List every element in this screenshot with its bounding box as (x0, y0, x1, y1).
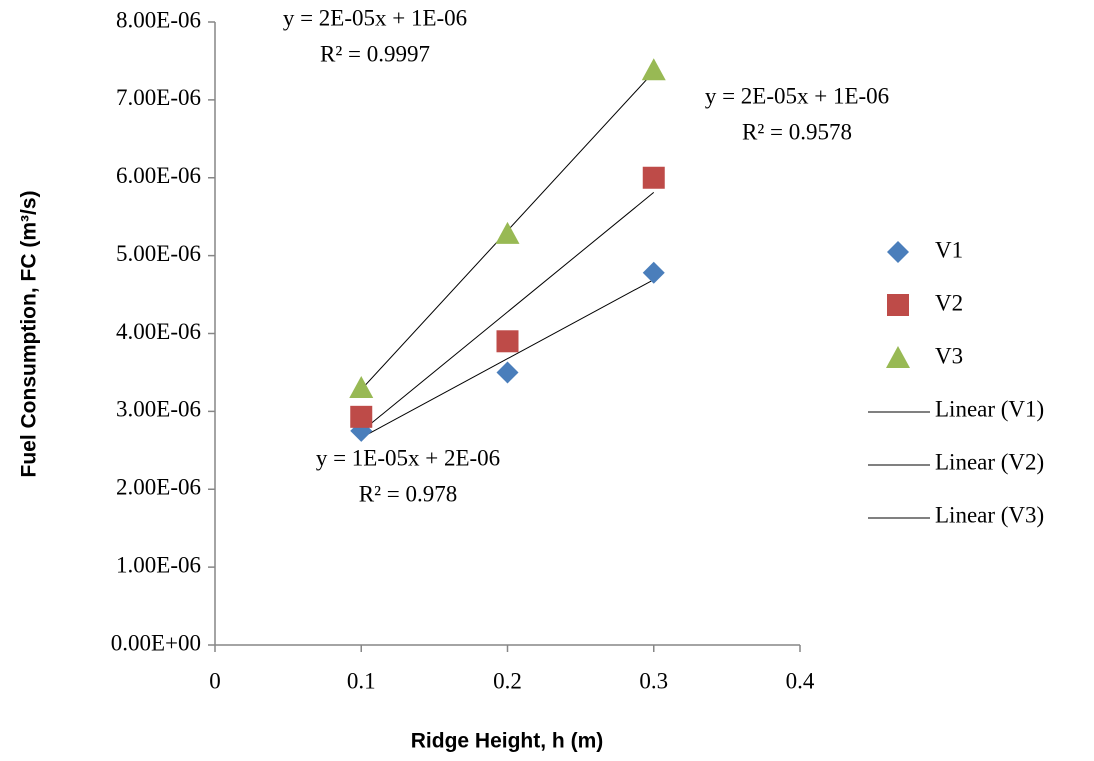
marker-diamond (496, 361, 519, 384)
y-tick-label: 2.00E-06 (116, 475, 201, 500)
trendline (360, 192, 655, 432)
y-tick-label: 0.00E+00 (111, 630, 201, 655)
y-tick-label: 3.00E-06 (116, 397, 201, 422)
y-tick-label: 1.00E-06 (116, 552, 201, 577)
y-tick-label: 8.00E-06 (116, 7, 201, 32)
trendline-equation: R² = 0.9578 (742, 119, 852, 144)
trendline-equation: y = 1E-05x + 2E-06 (316, 445, 500, 470)
marker-triangle (495, 221, 520, 244)
x-tick-label: 0.2 (493, 668, 522, 693)
trendline (361, 279, 654, 439)
x-tick-label: 0 (209, 668, 221, 693)
x-tick-label: 0.3 (639, 668, 668, 693)
legend-label: V1 (935, 237, 963, 262)
y-tick-label: 6.00E-06 (116, 163, 201, 188)
marker-triangle (641, 58, 666, 81)
x-axis-title: Ridge Height, h (m) (411, 730, 604, 753)
marker-square (887, 294, 909, 316)
marker-triangle (349, 376, 374, 399)
marker-square (642, 166, 665, 189)
x-tick-label: 0.4 (786, 668, 815, 693)
marker-triangle (886, 346, 910, 368)
marker-diamond (642, 261, 665, 284)
legend-label: Linear (V2) (935, 449, 1044, 474)
x-tick-label: 0.1 (347, 668, 376, 693)
trendline-equation: R² = 0.978 (359, 481, 457, 506)
marker-diamond (887, 241, 909, 263)
y-tick-label: 5.00E-06 (116, 241, 201, 266)
trendline-equation: y = 2E-05x + 1E-06 (705, 83, 889, 108)
legend-label: V3 (935, 343, 963, 368)
trendline-equation: R² = 0.9997 (320, 41, 430, 66)
y-axis-title: Fuel Consumption, FC (m³/s) (18, 191, 41, 478)
marker-square (496, 330, 519, 353)
legend-label: Linear (V3) (935, 502, 1044, 527)
legend-label: Linear (V1) (935, 396, 1044, 421)
marker-square (350, 405, 373, 428)
y-tick-label: 7.00E-06 (116, 85, 201, 110)
legend-label: V2 (935, 290, 963, 315)
y-tick-label: 4.00E-06 (116, 319, 201, 344)
trendline-equation: y = 2E-05x + 1E-06 (283, 5, 467, 30)
